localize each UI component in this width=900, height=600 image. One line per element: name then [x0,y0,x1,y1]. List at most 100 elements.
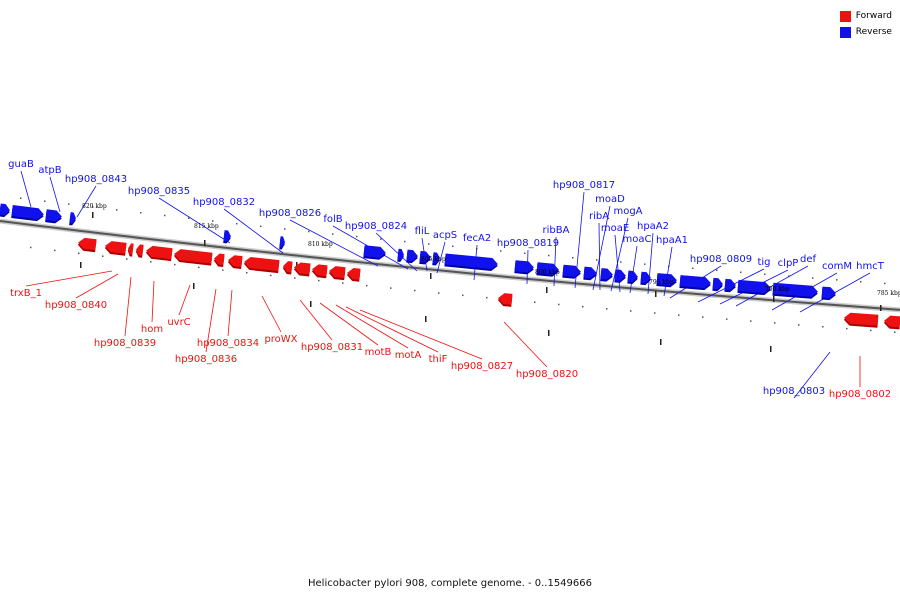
leader-line [735,265,809,307]
gene-arrow [11,205,44,220]
gene-label-reverse: moaD [595,194,625,205]
reverse-gene [614,269,626,283]
tick-dot [92,206,94,208]
tick-dot [428,243,430,245]
leader-line [610,217,629,292]
gene-arrow [283,261,293,273]
tick-dot [284,228,286,230]
forward-gene [843,312,879,328]
reverse-gene [419,250,431,265]
gene-label-forward: motA [395,350,422,361]
gene-arrow [214,253,225,266]
tick-dot [68,203,70,205]
leader-line [20,170,32,208]
gene-label-forward: hp908_0839 [94,338,156,349]
gene-label-reverse: hp908_0826 [259,208,321,219]
tick-dot [332,233,334,235]
ruler-label: 790 kbp [765,286,790,293]
gene-arrow [737,279,771,294]
leader-line [151,280,155,323]
leader-line [223,208,284,254]
major-tick [773,296,775,302]
tick-dot [404,240,406,243]
gene-label-reverse: clpP [778,258,799,269]
tick-dot [342,282,344,284]
gene-label-reverse: comM [822,261,852,272]
tick-dot [486,296,488,299]
leader-line [647,232,654,295]
tick-dot [860,280,862,283]
reverse-swatch [839,26,851,38]
tick-dot [716,269,718,272]
tick-dot [188,217,190,219]
reverse-gene [600,268,613,282]
tick-dot [164,214,166,217]
leader-line [289,219,379,267]
tick-dot [438,292,440,294]
reverse-gene [821,286,836,301]
leader-line [299,299,333,341]
forward-gene [135,244,144,258]
tick-dot [812,277,814,279]
reverse-gene [397,248,404,262]
ruler-label: 800 kbp [535,269,560,276]
tick-dot [692,267,694,270]
leader-line [436,241,446,274]
gene-label-reverse: hp908_0843 [65,174,127,185]
forward-gene [145,245,173,262]
tick-dot [558,303,560,306]
tick-dot [654,312,656,314]
ruler-label: 810 kbp [308,241,333,248]
gene-arrow [223,230,231,242]
reverse-gene [627,270,638,284]
reverse-gene [223,230,231,244]
reverse-gene [562,264,581,279]
gene-label-reverse: folB [323,214,342,225]
tick-dot [524,252,526,255]
forward-gene [497,293,513,307]
gene-label-forward: uvrC [167,317,190,328]
tick-dot [140,211,142,214]
leader-line [178,284,191,316]
forward-gene [282,261,293,275]
gene-label-reverse: hpaA1 [656,235,688,246]
reverse-gene [444,253,498,271]
gene-arrow [136,244,144,256]
tick-dot [294,277,296,279]
forward-gene [127,243,134,257]
tick-dot [174,263,176,266]
gene-label-forward: hp908_0820 [516,369,578,380]
gene-label-reverse: hp908_0803 [763,386,825,397]
tick-dot [822,326,824,328]
tick-dot [644,263,646,265]
gene-label-forward: hp908_0827 [451,361,513,372]
gene-arrow [679,275,711,289]
genome-caption: Helicobacter pylori 908, complete genome… [308,578,592,589]
reverse-gene [656,273,677,288]
gene-arrow [78,237,97,251]
leader-line [629,245,638,294]
gene-arrow [279,236,285,248]
ruler-label: 815 kbp [194,223,219,230]
major-tick [296,262,298,268]
gene-label-reverse: mogA [613,206,642,217]
tick-dot [788,275,790,277]
tick-dot [582,305,584,308]
gene-label-reverse: hp908_0832 [193,197,255,208]
gene-label-reverse: moaE [601,223,629,234]
tick-dot [764,273,766,275]
tick-marks [20,197,896,352]
major-tick [430,273,432,279]
tick-dot [356,235,358,238]
gene-arrow [419,250,431,263]
major-tick [204,240,206,246]
reverse-gene [536,262,559,277]
gene-label-reverse: tig [757,257,770,268]
gene-label-forward: hp908_0836 [175,354,237,365]
tick-dot [246,272,248,274]
gene-arrow [514,260,534,273]
tick-dot [500,250,502,252]
gene-arrow [363,245,386,258]
tick-dot [44,200,46,202]
